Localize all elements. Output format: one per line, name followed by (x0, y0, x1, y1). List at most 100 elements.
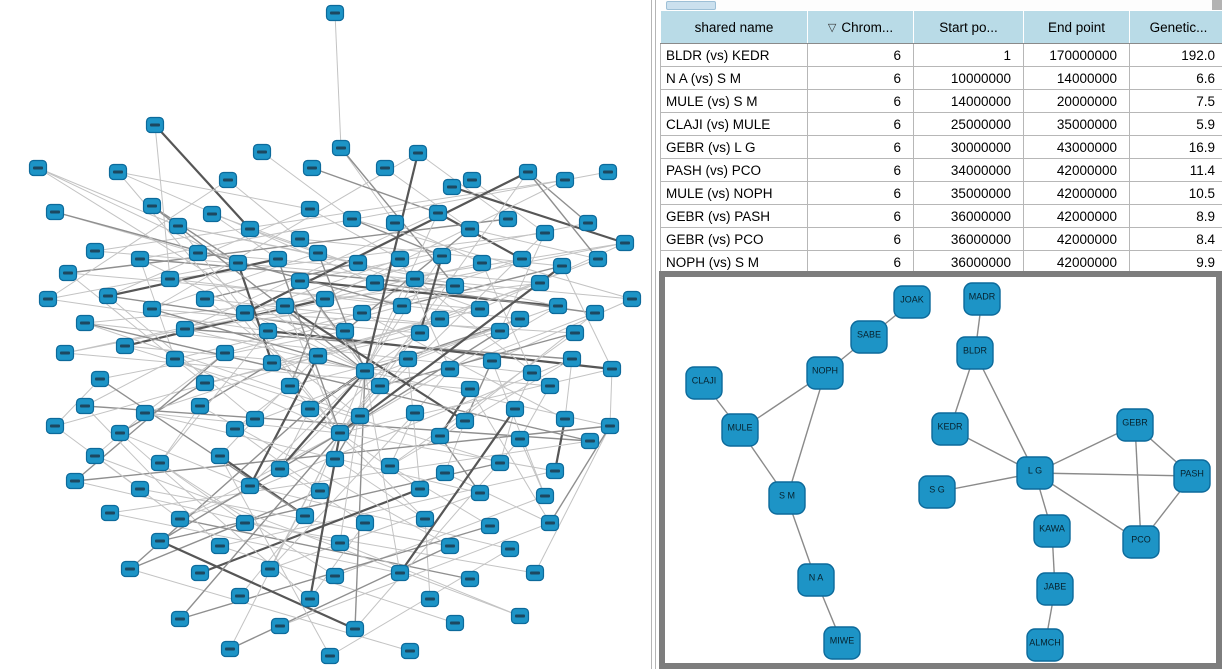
cell-value[interactable]: 1 (913, 43, 1024, 67)
table-row[interactable]: MULE (vs) NOPH 6 35000000 42000000 10.5 (660, 181, 1222, 205)
cell-value[interactable]: 36000000 (913, 227, 1024, 251)
edge-NOPH-SM[interactable] (786, 372, 826, 499)
cell-value[interactable]: 6 (807, 181, 914, 205)
cell-shared-name[interactable]: GEBR (vs) PASH (660, 204, 808, 228)
column-header-3[interactable]: End point (1023, 10, 1130, 44)
node-pco[interactable] (1122, 525, 1160, 559)
column-header-2[interactable]: Start po... (913, 10, 1024, 44)
cell-value[interactable]: 10000000 (913, 66, 1024, 90)
column-header-1[interactable]: ▽ Chrom... (807, 10, 914, 44)
cell-value[interactable]: 6 (807, 204, 914, 228)
cell-value[interactable]: 30000000 (913, 135, 1024, 159)
cell-shared-name[interactable]: CLAJI (vs) MULE (660, 112, 808, 136)
table-row[interactable]: GEBR (vs) L G 6 30000000 43000000 16.9 (660, 135, 1222, 159)
cell-shared-name[interactable]: GEBR (vs) L G (660, 135, 808, 159)
cell-value[interactable]: 42000000 (1023, 181, 1130, 205)
cell-value[interactable]: 5.9 (1129, 112, 1222, 136)
node-kedr[interactable] (931, 412, 969, 446)
node-madr[interactable] (963, 282, 1001, 316)
node-label-smudge (605, 424, 615, 428)
cell-value[interactable]: 42000000 (1023, 227, 1130, 251)
filter-icon[interactable]: ▽ (827, 21, 837, 34)
horizontal-scrollbar-thumb[interactable] (666, 1, 716, 10)
cell-value[interactable]: 36000000 (913, 250, 1024, 274)
cell-shared-name[interactable]: MULE (vs) NOPH (660, 181, 808, 205)
cell-shared-name[interactable]: N A (vs) S M (660, 66, 808, 90)
table-row[interactable]: GEBR (vs) PCO 6 36000000 42000000 8.4 (660, 227, 1222, 251)
cell-value[interactable]: 14000000 (1023, 66, 1130, 90)
cell-value[interactable]: 6 (807, 158, 914, 182)
cell-value[interactable]: 6 (807, 250, 914, 274)
node-sabe[interactable] (850, 320, 888, 354)
cell-value[interactable]: 43000000 (1023, 135, 1130, 159)
node-joak[interactable] (893, 285, 931, 319)
node-label-smudge (523, 170, 533, 174)
cell-value[interactable]: 11.4 (1129, 158, 1222, 182)
cell-value[interactable]: 8.9 (1129, 204, 1222, 228)
table-row[interactable]: N A (vs) S M 6 10000000 14000000 6.6 (660, 66, 1222, 90)
cell-value[interactable]: 16.9 (1129, 135, 1222, 159)
cell-value[interactable]: 42000000 (1023, 204, 1130, 228)
network-edge (109, 512, 401, 574)
cell-value[interactable]: 6 (807, 112, 914, 136)
cell-value[interactable]: 6 (807, 135, 914, 159)
cell-value[interactable]: 25000000 (913, 112, 1024, 136)
node-kawa[interactable] (1033, 514, 1071, 548)
cell-value[interactable]: 8.4 (1129, 227, 1222, 251)
pane-divider[interactable] (655, 0, 656, 669)
node-n-a[interactable] (797, 563, 835, 597)
node-claji[interactable] (685, 366, 723, 400)
cell-value[interactable]: 42000000 (1023, 250, 1130, 274)
node-mule[interactable] (721, 413, 759, 447)
node-s-m[interactable] (768, 481, 806, 515)
pane-divider[interactable] (651, 0, 652, 669)
edge-LG-PASH[interactable] (1034, 472, 1193, 477)
node-s-g[interactable] (918, 475, 956, 509)
node-miwe[interactable] (823, 626, 861, 660)
network-edge (177, 225, 559, 307)
node-label-smudge (155, 461, 165, 465)
node-almch[interactable] (1026, 628, 1064, 662)
cell-value[interactable]: 42000000 (1023, 158, 1130, 182)
table-row[interactable]: CLAJI (vs) MULE 6 25000000 35000000 5.9 (660, 112, 1222, 136)
cell-shared-name[interactable]: BLDR (vs) KEDR (660, 43, 808, 67)
cell-value[interactable]: 7.5 (1129, 89, 1222, 113)
table-row[interactable]: BLDR (vs) KEDR 6 1 170000000 192.0 (660, 43, 1222, 67)
overview-network-canvas[interactable] (0, 0, 650, 669)
edge-BLDR-LG[interactable] (974, 352, 1036, 474)
cell-value[interactable]: 36000000 (913, 204, 1024, 228)
cell-value[interactable]: 192.0 (1129, 43, 1222, 67)
cell-value[interactable]: 20000000 (1023, 89, 1130, 113)
subnetwork-canvas[interactable]: JOAK MADR SABE BLDR NOPH CLAJI KEDR GEBR MULE L G… (665, 277, 1216, 663)
cell-value[interactable]: 10.5 (1129, 181, 1222, 205)
edge-GEBR-PCO[interactable] (1134, 424, 1142, 543)
table-row[interactable]: MULE (vs) S M 6 14000000 20000000 7.5 (660, 89, 1222, 113)
cell-shared-name[interactable]: GEBR (vs) PCO (660, 227, 808, 251)
cell-value[interactable]: 35000000 (1023, 112, 1130, 136)
cell-value[interactable]: 6.6 (1129, 66, 1222, 90)
cell-value[interactable]: 6 (807, 89, 914, 113)
cell-value[interactable]: 6 (807, 227, 914, 251)
cell-shared-name[interactable]: NOPH (vs) S M (660, 250, 808, 274)
cell-value[interactable]: 170000000 (1023, 43, 1130, 67)
cell-value[interactable]: 9.9 (1129, 250, 1222, 274)
column-header-0[interactable]: shared name (660, 10, 808, 44)
node-jabe[interactable] (1036, 572, 1074, 606)
cell-value[interactable]: 35000000 (913, 181, 1024, 205)
node-noph[interactable] (806, 356, 844, 390)
table-row[interactable]: GEBR (vs) PASH 6 36000000 42000000 8.9 (660, 204, 1222, 228)
node-bldr[interactable] (956, 336, 994, 370)
node-gebr[interactable] (1116, 408, 1154, 442)
table-row[interactable]: NOPH (vs) S M 6 36000000 42000000 9.9 (660, 250, 1222, 274)
cell-shared-name[interactable]: PASH (vs) PCO (660, 158, 808, 182)
cell-shared-name[interactable]: MULE (vs) S M (660, 89, 808, 113)
column-header-4[interactable]: Genetic... (1129, 10, 1222, 44)
cell-value[interactable]: 14000000 (913, 89, 1024, 113)
cell-value[interactable]: 6 (807, 66, 914, 90)
cell-value[interactable]: 6 (807, 43, 914, 67)
node-pash[interactable] (1173, 459, 1211, 493)
cell-value[interactable]: 34000000 (913, 158, 1024, 182)
table-row[interactable]: PASH (vs) PCO 6 34000000 42000000 11.4 (660, 158, 1222, 182)
node-l-g[interactable] (1016, 456, 1054, 490)
horizontal-scrollbar[interactable] (660, 0, 1212, 10)
